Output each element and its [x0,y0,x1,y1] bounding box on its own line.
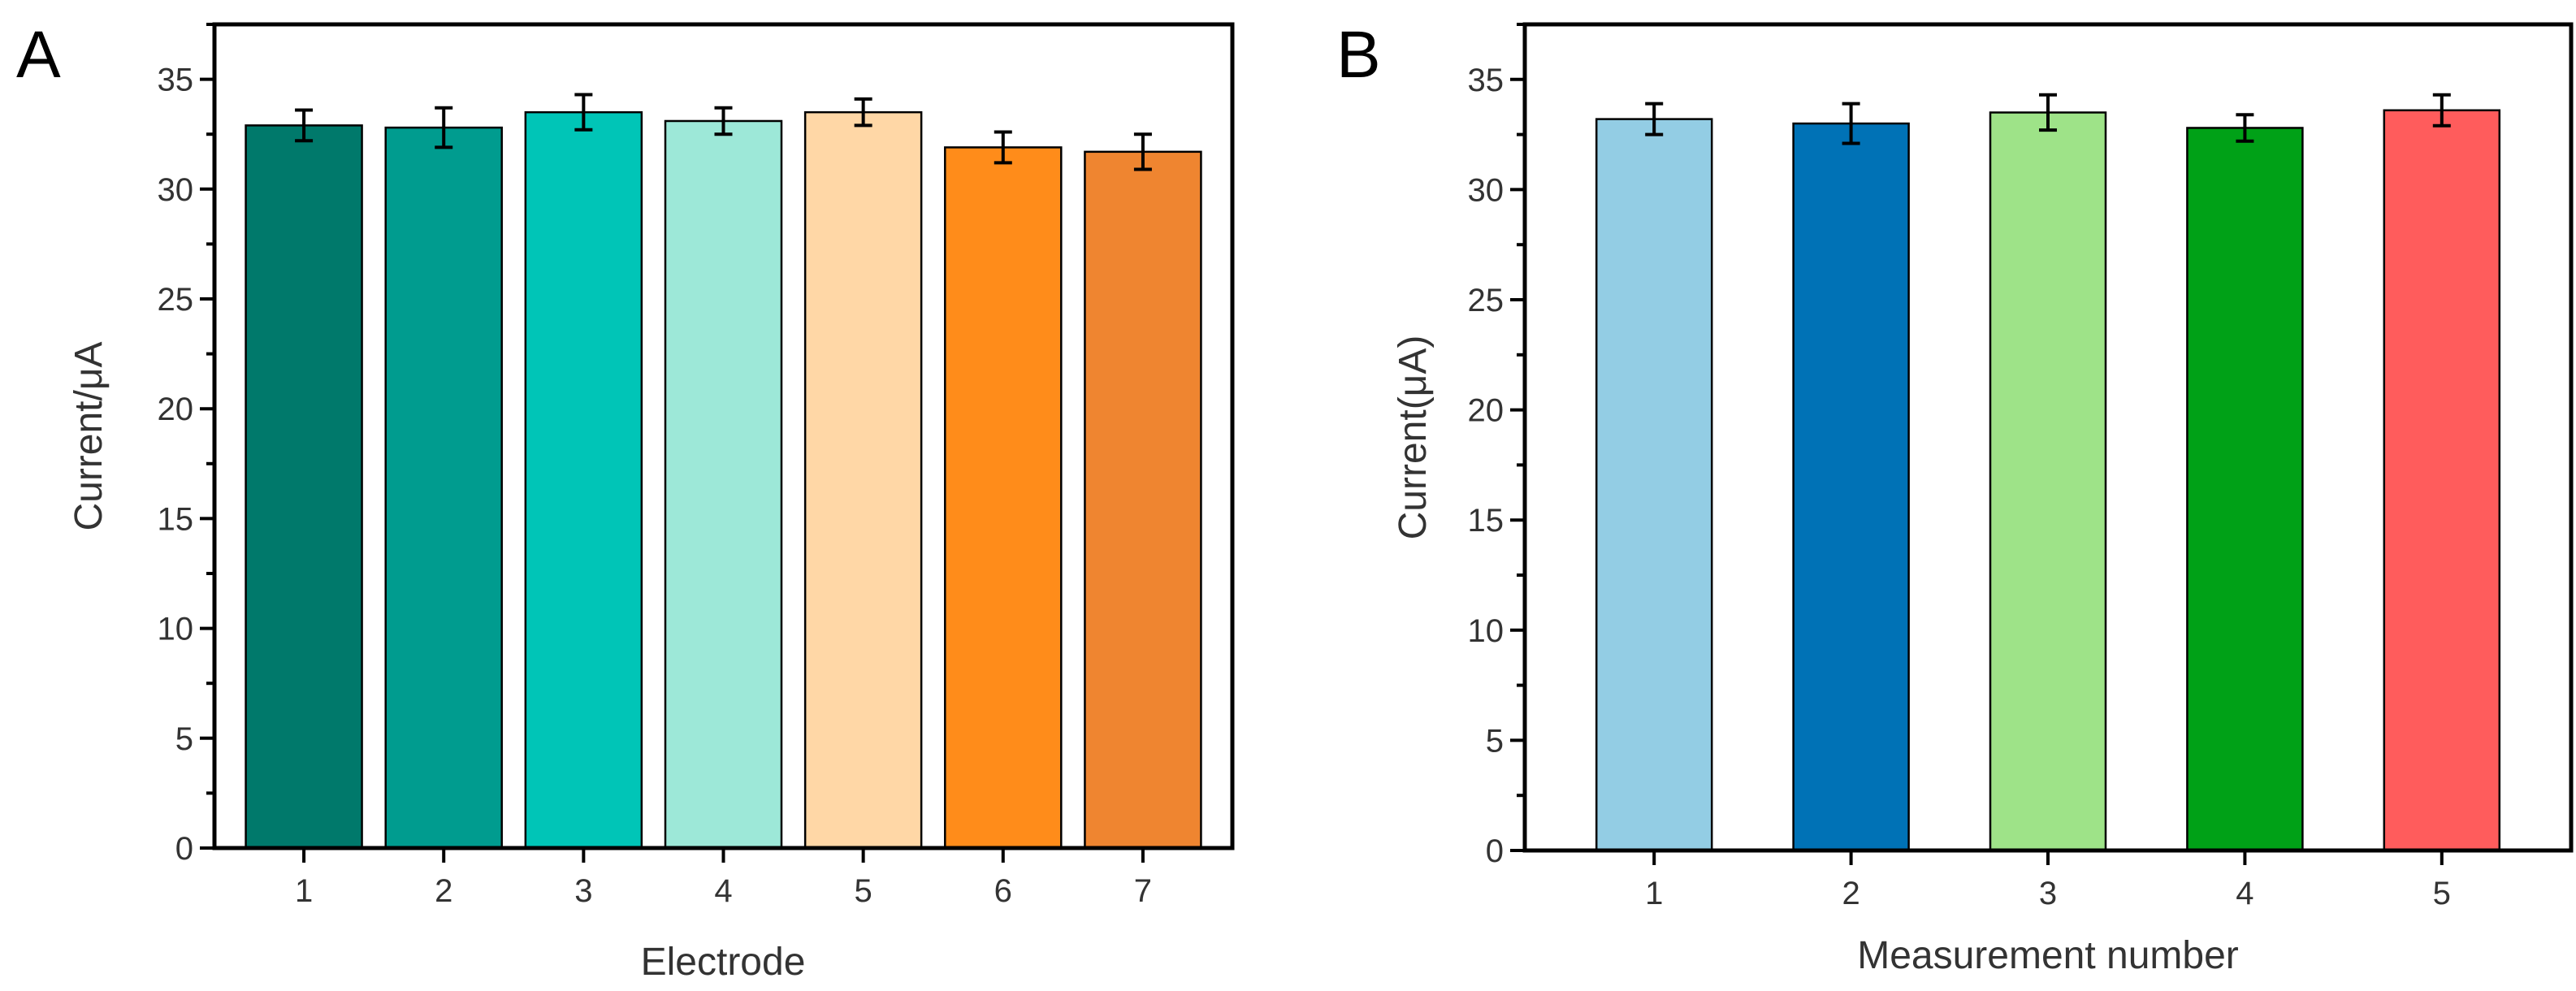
panel-b-y-tick-label: 35 [1468,63,1504,98]
panel-b-error-bar-5 [2432,93,2451,128]
panel-a-bar-2 [384,126,503,850]
panel-b-y-tick-label: 10 [1468,613,1504,649]
panel-a-bar-3 [524,110,643,850]
panel-a-y-tick-label: 20 [158,392,194,427]
panel-a-chart: A 0 5 10 15 20 25 30 35 1 2 3 4 5 6 7 Electrode Current/μ… [16,18,1235,984]
panel-b-y-tick-label: 30 [1468,172,1504,208]
panel-a-bar-4 [664,119,783,850]
panel-b-bar-3 [1989,111,2107,852]
panel-a-error-bar-4 [714,106,733,136]
panel-b-bar-5 [2383,109,2501,852]
panel-a-y-tick-label: 30 [158,172,194,208]
panel-a-y-tick-label: 10 [158,612,194,647]
panel-b-bar-1 [1595,118,1713,852]
panel-b-y-tick-label: 15 [1468,503,1504,539]
panel-b-x-tick-label: 1 [1645,876,1663,911]
panel-b-error-bar-1 [1645,102,1664,136]
panel-a-error-bar-1 [295,108,314,143]
panel-b-y-axis-title: Current(μA) [1392,335,1435,540]
panel-a-x-tick-label: 2 [435,873,452,909]
panel-b-y-tick-label: 5 [1486,723,1504,759]
panel-a-bar-7 [1084,150,1202,850]
panel-a-y-tick-label: 5 [175,721,193,757]
panel-b-x-tick-label: 5 [2433,876,2451,911]
panel-a-x-tick-label: 7 [1134,873,1152,909]
panel-a-error-bar-6 [994,130,1012,165]
panel-a-error-bar-3 [574,93,593,132]
panel-b-bar-4 [2186,127,2304,852]
panel-a-x-tick-label: 3 [574,873,592,909]
panel-a-x-tick-label: 1 [295,873,313,909]
panel-a-y-tick-label: 35 [158,63,194,98]
panel-a-error-bar-7 [1133,132,1152,171]
panel-a-y-tick-label: 25 [158,282,194,318]
panel-b-error-bar-2 [1842,102,1860,145]
panel-b-y-tick-label: 25 [1468,283,1504,318]
panel-a-error-bar-5 [854,97,872,128]
panel-b-label: B [1336,18,1381,92]
panel-a-bar-6 [944,146,1063,850]
panel-a-error-bar-2 [435,106,453,149]
panel-a-label: A [16,18,61,92]
panel-a-y-tick-label: 15 [158,501,194,537]
panel-a-x-tick-label: 6 [994,873,1012,909]
panel-a-x-tick-label: 4 [714,873,732,909]
panel-a-bar-5 [803,110,923,850]
panel-a-x-tick-label: 5 [855,873,872,909]
panel-a-y-axis-title: Current/μA [67,341,110,530]
panel-b-y-tick-label: 0 [1486,833,1504,869]
panel-a-x-axis-title: Electrode [641,941,806,984]
panel-a-bar-1 [245,124,363,850]
panel-a-y-tick-label: 0 [175,831,193,867]
panel-b-x-tick-label: 3 [2039,876,2057,911]
panel-b-chart: B 0 5 10 15 20 25 30 35 1 2 3 4 5 Measurement number Cu… [1336,18,2574,977]
panel-b-error-bar-4 [2236,113,2254,143]
panel-b-x-axis-title: Measurement number [1857,934,2239,977]
panel-b-error-bar-3 [2039,93,2057,132]
panel-b-bar-2 [1792,122,1910,852]
panel-b-x-tick-label: 4 [2236,876,2253,911]
panel-b-y-tick-label: 20 [1468,393,1504,429]
panel-b-x-tick-label: 2 [1842,876,1859,911]
